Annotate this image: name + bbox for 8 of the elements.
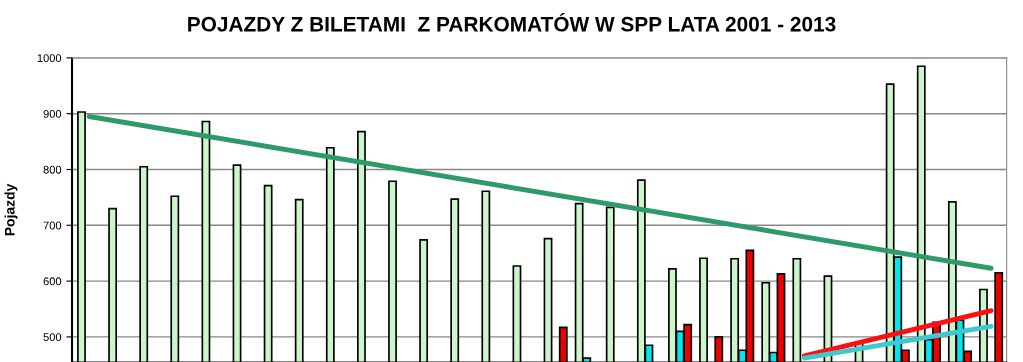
y-tick-label: 1000	[37, 54, 62, 63]
chart-title: POJAZDY Z BILETAMI Z PARKOMATÓW W SPP LATA 2001 - 2013	[188, 12, 836, 32]
y-tick-label: 900	[43, 109, 62, 118]
y-tick-label: 600	[43, 277, 62, 286]
y-tick-label: 500	[43, 333, 62, 342]
y-tick-label: 700	[43, 221, 62, 230]
y-axis-title: Pojazdy	[4, 183, 18, 236]
y-tick-label: 800	[43, 165, 62, 174]
